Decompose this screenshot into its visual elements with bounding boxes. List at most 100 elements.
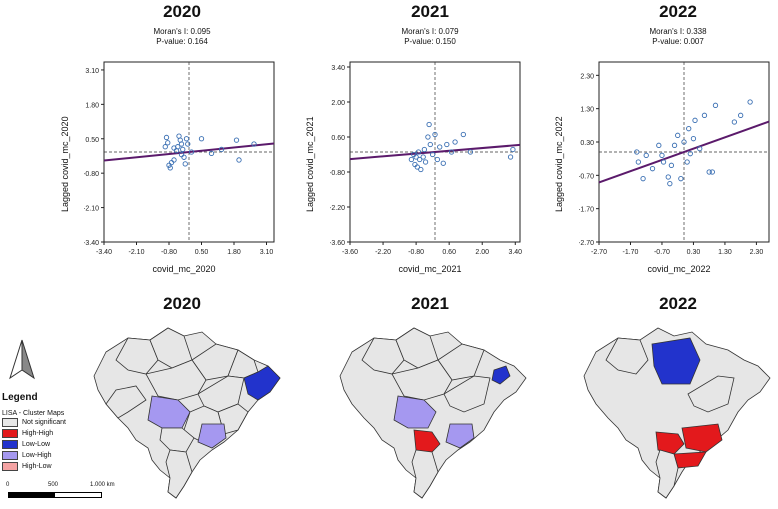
data-point xyxy=(668,162,675,168)
x-tick-label: 3.10 xyxy=(260,249,274,256)
data-point xyxy=(251,141,257,147)
morans-i-2021: Moran's I: 0.079 xyxy=(401,27,459,36)
data-point xyxy=(166,162,172,168)
region-low-high-2 xyxy=(197,423,227,449)
y-tick-label: -3.40 xyxy=(84,240,99,247)
data-point xyxy=(426,121,432,128)
y-tick-label: -0.80 xyxy=(84,171,99,178)
data-point xyxy=(665,174,671,180)
x-tick-label: 0.60 xyxy=(442,249,456,256)
y-tick-label: 0.60 xyxy=(331,135,345,142)
x-tick-label: -0.70 xyxy=(654,249,670,256)
region-high-high-3 xyxy=(673,451,707,469)
regression-line xyxy=(349,143,521,161)
scale-label-500: 500 xyxy=(48,482,59,488)
scale-label-1000: 1.000 km xyxy=(90,482,115,488)
data-point xyxy=(448,149,455,155)
x-tick-label: 3.40 xyxy=(508,249,522,256)
region-low-high xyxy=(393,395,437,429)
data-point xyxy=(420,154,426,160)
data-point xyxy=(686,126,692,132)
data-point xyxy=(168,159,175,166)
data-point xyxy=(738,112,744,118)
y-tick-label: -2.70 xyxy=(579,240,594,247)
x-tick-label: 0.50 xyxy=(195,249,209,256)
x-tick-label: -2.10 xyxy=(129,249,145,256)
data-point xyxy=(684,159,690,165)
ylabel-2020: Lagged covid_mc_2020 xyxy=(60,116,70,212)
region-low-low xyxy=(491,365,511,385)
region-low-low xyxy=(651,337,701,385)
data-point xyxy=(643,152,649,158)
data-point xyxy=(507,154,514,160)
x-tick-label: -2.20 xyxy=(375,249,391,256)
data-point xyxy=(162,144,168,150)
legend-title: Legend xyxy=(2,392,38,403)
y-tick-label: -2.10 xyxy=(84,206,99,213)
map-title-2020: 2020 xyxy=(163,294,201,313)
p-value-2020: P-value: 0.164 xyxy=(156,37,208,46)
data-point xyxy=(675,132,681,138)
data-point xyxy=(167,165,173,171)
data-point xyxy=(712,102,719,108)
legend-item-high-low: High-Low xyxy=(2,461,82,472)
data-point xyxy=(429,151,436,158)
lisa-map-2022 xyxy=(583,327,771,499)
data-point xyxy=(709,169,715,175)
region-high-high-2 xyxy=(681,423,723,453)
data-point xyxy=(678,176,684,182)
data-point xyxy=(413,154,419,160)
data-point xyxy=(415,149,422,155)
data-point xyxy=(687,151,693,157)
data-point xyxy=(218,146,225,153)
data-point xyxy=(417,156,423,163)
y-tick-label: 0.30 xyxy=(580,140,594,147)
data-point xyxy=(635,159,642,165)
plot-title-2020: 2020 xyxy=(163,2,201,21)
data-point xyxy=(640,176,646,182)
xlabel-2021: covid_mc_2021 xyxy=(398,264,462,274)
data-point xyxy=(171,145,177,151)
region-high-high xyxy=(655,431,685,455)
legend-item-not-significant: Not significant xyxy=(2,417,82,428)
ylabel-2022: Lagged covid_mc_2022 xyxy=(554,116,564,212)
x-tick-label: 0.30 xyxy=(687,249,701,256)
data-point xyxy=(731,119,738,125)
data-point xyxy=(452,139,458,145)
x-tick-label: -2.70 xyxy=(591,249,607,256)
data-point xyxy=(236,157,242,163)
region-high-high xyxy=(413,429,441,455)
data-point xyxy=(697,146,703,152)
data-point xyxy=(425,134,431,140)
data-point xyxy=(188,149,195,155)
data-point xyxy=(198,136,205,142)
data-point xyxy=(432,131,438,138)
data-point xyxy=(208,150,215,156)
x-tick-label: -1.70 xyxy=(622,249,638,256)
y-tick-label: -1.70 xyxy=(579,207,594,214)
legend-item-low-low: Low-Low xyxy=(2,439,82,450)
moran-scatter-2021: 3.40 2.00 0.60 -0.80 -2.20 -3.60 -3.60 -2.20 -0.… xyxy=(330,61,522,256)
data-point xyxy=(418,166,424,173)
data-point xyxy=(182,161,188,167)
data-point xyxy=(690,136,697,142)
p-value-2022: P-value: 0.007 xyxy=(652,37,704,46)
plot-title-2022: 2022 xyxy=(659,2,697,21)
data-point xyxy=(510,146,516,153)
data-point xyxy=(692,117,698,123)
y-tick-label: 2.30 xyxy=(580,73,594,80)
y-tick-label: 0.50 xyxy=(85,137,99,144)
data-point xyxy=(185,141,191,147)
y-tick-label: 3.10 xyxy=(85,68,99,75)
morans-i-2020: Moran's I: 0.095 xyxy=(153,27,211,36)
y-tick-label: 3.40 xyxy=(331,65,345,72)
data-point xyxy=(634,149,640,155)
x-tick-label: -0.80 xyxy=(161,249,177,256)
data-point xyxy=(171,157,177,163)
data-point xyxy=(421,146,428,153)
data-point xyxy=(233,137,240,143)
data-point xyxy=(178,141,185,147)
data-point xyxy=(181,154,187,160)
data-point xyxy=(163,134,170,141)
x-tick-label: 2.30 xyxy=(750,249,764,256)
